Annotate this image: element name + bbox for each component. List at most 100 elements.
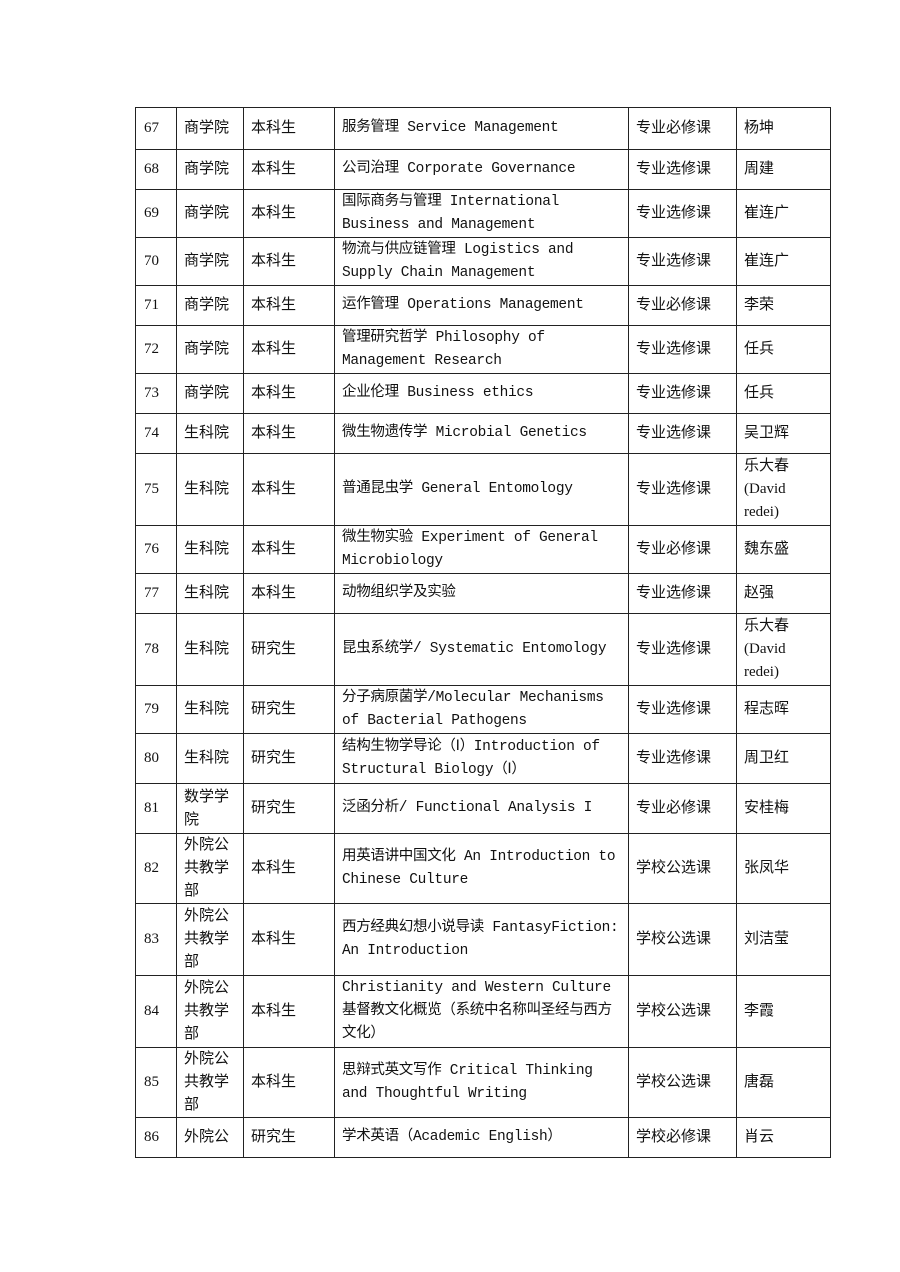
course-type-cell: 专业必修课 (628, 783, 737, 834)
row-number: 75 (135, 453, 177, 526)
college-cell: 商学院 (176, 285, 244, 326)
course-name-cell: 思辩式英文写作 Critical Thinking and Thoughtful… (334, 1047, 629, 1118)
table-row: 79 生科院 研究生 分子病原菌学/Molecular Mechanisms of B… (135, 685, 831, 734)
level-cell: 本科生 (243, 107, 335, 150)
level-cell: 本科生 (243, 285, 335, 326)
teacher-cell: 李荣 (736, 285, 831, 326)
course-name-cell: 结构生物学导论（Ⅰ）Introduction of Structural Bio… (334, 733, 629, 784)
level-cell: 研究生 (243, 733, 335, 784)
row-number: 83 (135, 903, 177, 976)
course-type-cell: 专业选修课 (628, 453, 737, 526)
course-type-cell: 专业选修课 (628, 413, 737, 454)
row-number: 76 (135, 525, 177, 574)
teacher-cell: 张凤华 (736, 833, 831, 904)
college-cell: 生科院 (176, 685, 244, 734)
row-number: 69 (135, 189, 177, 238)
course-name-cell: Christianity and Western Culture 基督教文化概览… (334, 975, 629, 1048)
course-name-cell: 管理研究哲学 Philosophy of Management Research (334, 325, 629, 374)
course-table: 67 商学院 本科生 服务管理 Service Management 专业必修课 杨坤 68… (135, 107, 831, 1158)
row-number: 86 (135, 1117, 177, 1158)
level-cell: 研究生 (243, 1117, 335, 1158)
level-cell: 本科生 (243, 573, 335, 614)
level-cell: 本科生 (243, 525, 335, 574)
row-number: 78 (135, 613, 177, 686)
course-type-cell: 专业选修课 (628, 373, 737, 414)
course-name-cell: 昆虫系统学/ Systematic Entomology (334, 613, 629, 686)
table-row: 67 商学院 本科生 服务管理 Service Management 专业必修课 杨坤 (135, 107, 831, 150)
course-name-cell: 分子病原菌学/Molecular Mechanisms of Bacterial… (334, 685, 629, 734)
course-name-cell: 国际商务与管理 International Business and Manag… (334, 189, 629, 238)
course-name-cell: 物流与供应链管理 Logistics and Supply Chain Mana… (334, 237, 629, 286)
course-type-cell: 专业选修课 (628, 613, 737, 686)
college-cell: 生科院 (176, 413, 244, 454)
table-row: 75 生科院 本科生 普通昆虫学 General Entomology 专业选修课 乐大春… (135, 453, 831, 526)
college-cell: 外院公共教学部 (176, 903, 244, 976)
course-name-cell: 微生物实验 Experiment of General Microbiology (334, 525, 629, 574)
course-name-cell: 运作管理 Operations Management (334, 285, 629, 326)
level-cell: 本科生 (243, 413, 335, 454)
table-row: 84 外院公共教学部 本科生 Christianity and Western Cul… (135, 975, 831, 1048)
course-name-cell: 服务管理 Service Management (334, 107, 629, 150)
teacher-cell: 吴卫辉 (736, 413, 831, 454)
course-type-cell: 专业选修课 (628, 149, 737, 190)
level-cell: 本科生 (243, 149, 335, 190)
level-cell: 本科生 (243, 373, 335, 414)
row-number: 73 (135, 373, 177, 414)
table-row: 85 外院公共教学部 本科生 思辩式英文写作 Critical Thinking an… (135, 1047, 831, 1118)
course-type-cell: 学校公选课 (628, 903, 737, 976)
course-name-cell: 用英语讲中国文化 An Introduction to Chinese Cult… (334, 833, 629, 904)
teacher-cell: 乐大春(David redei) (736, 613, 831, 686)
course-type-cell: 专业选修课 (628, 733, 737, 784)
row-number: 70 (135, 237, 177, 286)
row-number: 81 (135, 783, 177, 834)
course-name-cell: 公司治理 Corporate Governance (334, 149, 629, 190)
teacher-cell: 周卫红 (736, 733, 831, 784)
college-cell: 商学院 (176, 237, 244, 286)
course-name-cell: 动物组织学及实验 (334, 573, 629, 614)
row-number: 82 (135, 833, 177, 904)
row-number: 67 (135, 107, 177, 150)
level-cell: 本科生 (243, 1047, 335, 1118)
level-cell: 本科生 (243, 975, 335, 1048)
level-cell: 本科生 (243, 325, 335, 374)
course-type-cell: 专业选修课 (628, 685, 737, 734)
course-table-body: 67 商学院 本科生 服务管理 Service Management 专业必修课 杨坤 68… (135, 107, 831, 1158)
teacher-cell: 程志晖 (736, 685, 831, 734)
row-number: 79 (135, 685, 177, 734)
table-row: 83 外院公共教学部 本科生 西方经典幻想小说导读 FantasyFiction: A… (135, 903, 831, 976)
table-row: 70 商学院 本科生 物流与供应链管理 Logistics and Supply Ch… (135, 237, 831, 286)
course-type-cell: 专业选修课 (628, 237, 737, 286)
table-row: 72 商学院 本科生 管理研究哲学 Philosophy of Management … (135, 325, 831, 374)
row-number: 74 (135, 413, 177, 454)
row-number: 85 (135, 1047, 177, 1118)
table-row: 80 生科院 研究生 结构生物学导论（Ⅰ）Introduction of Struct… (135, 733, 831, 784)
college-cell: 生科院 (176, 525, 244, 574)
course-type-cell: 专业选修课 (628, 325, 737, 374)
college-cell: 商学院 (176, 189, 244, 238)
course-type-cell: 专业选修课 (628, 573, 737, 614)
teacher-cell: 任兵 (736, 325, 831, 374)
course-name-cell: 西方经典幻想小说导读 FantasyFiction: An Introducti… (334, 903, 629, 976)
college-cell: 外院公共教学部 (176, 975, 244, 1048)
teacher-cell: 李霞 (736, 975, 831, 1048)
teacher-cell: 周建 (736, 149, 831, 190)
teacher-cell: 赵强 (736, 573, 831, 614)
row-number: 71 (135, 285, 177, 326)
row-number: 68 (135, 149, 177, 190)
course-type-cell: 专业选修课 (628, 189, 737, 238)
row-number: 80 (135, 733, 177, 784)
table-row: 73 商学院 本科生 企业伦理 Business ethics 专业选修课 任兵 (135, 373, 831, 414)
college-cell: 商学院 (176, 325, 244, 374)
teacher-cell: 魏东盛 (736, 525, 831, 574)
college-cell: 外院公共教学部 (176, 1047, 244, 1118)
level-cell: 研究生 (243, 783, 335, 834)
table-row: 76 生科院 本科生 微生物实验 Experiment of General Micr… (135, 525, 831, 574)
course-type-cell: 专业必修课 (628, 107, 737, 150)
teacher-cell: 乐大春(David redei) (736, 453, 831, 526)
level-cell: 本科生 (243, 189, 335, 238)
teacher-cell: 肖云 (736, 1117, 831, 1158)
teacher-cell: 任兵 (736, 373, 831, 414)
course-type-cell: 学校公选课 (628, 975, 737, 1048)
college-cell: 外院公 (176, 1117, 244, 1158)
college-cell: 数学学院 (176, 783, 244, 834)
